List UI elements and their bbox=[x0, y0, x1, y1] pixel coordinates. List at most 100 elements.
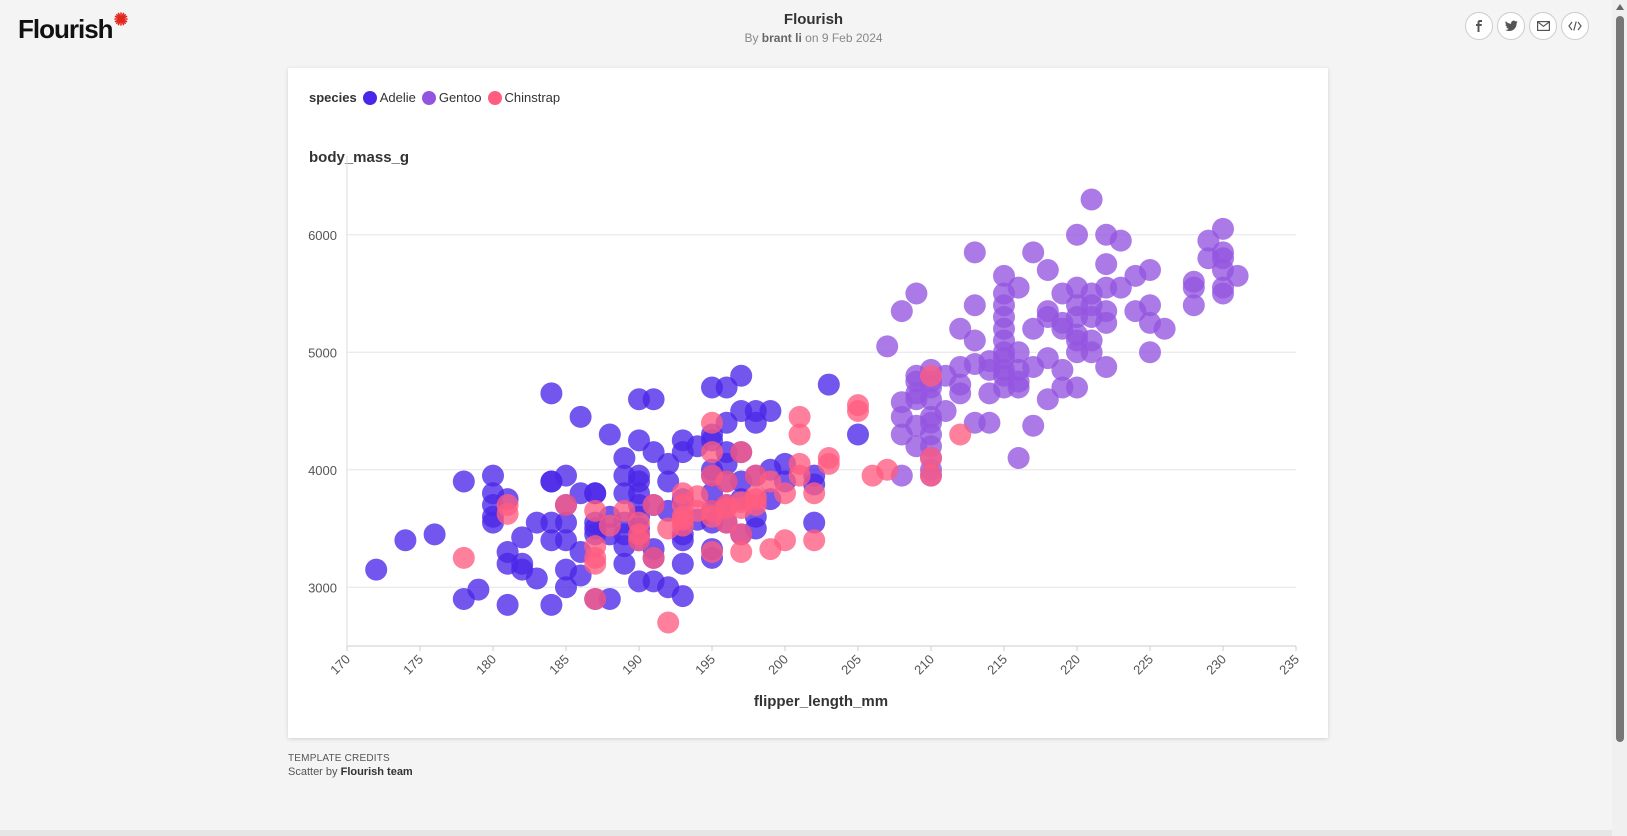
data-point[interactable] bbox=[1139, 341, 1161, 364]
data-point[interactable] bbox=[1036, 300, 1059, 323]
scroll-thumb[interactable] bbox=[1616, 16, 1624, 742]
data-point[interactable] bbox=[1095, 253, 1118, 276]
flourish-logo[interactable]: Flourish bbox=[18, 12, 128, 45]
data-point[interactable] bbox=[1080, 188, 1103, 211]
data-point[interactable] bbox=[774, 482, 796, 505]
data-point[interactable] bbox=[847, 423, 869, 446]
data-point[interactable] bbox=[452, 546, 475, 569]
email-share-button[interactable] bbox=[1529, 12, 1557, 40]
data-point[interactable] bbox=[642, 494, 665, 516]
data-point[interactable] bbox=[934, 400, 957, 422]
data-point[interactable] bbox=[1139, 294, 1161, 317]
data-point[interactable] bbox=[584, 482, 607, 505]
data-point[interactable] bbox=[1095, 311, 1118, 334]
data-point[interactable] bbox=[467, 578, 490, 601]
data-point[interactable] bbox=[803, 511, 826, 534]
data-point[interactable] bbox=[584, 552, 607, 575]
data-point[interactable] bbox=[555, 511, 577, 534]
data-point[interactable] bbox=[876, 458, 899, 481]
embed-button[interactable] bbox=[1561, 12, 1589, 40]
data-point[interactable] bbox=[642, 441, 665, 464]
legend-item-adelie[interactable]: Adelie bbox=[362, 90, 416, 105]
data-point[interactable] bbox=[657, 470, 680, 493]
data-point[interactable] bbox=[890, 300, 913, 323]
data-point[interactable] bbox=[963, 294, 986, 317]
data-point[interactable] bbox=[1139, 259, 1161, 281]
data-point[interactable] bbox=[1197, 229, 1220, 252]
legend-item-gentoo[interactable]: Gentoo bbox=[421, 90, 482, 105]
data-point[interactable] bbox=[715, 470, 738, 493]
data-point[interactable] bbox=[365, 558, 388, 581]
data-point[interactable] bbox=[555, 529, 577, 552]
data-point[interactable] bbox=[920, 464, 942, 487]
data-point[interactable] bbox=[598, 423, 621, 446]
data-point[interactable] bbox=[949, 382, 972, 405]
data-point[interactable] bbox=[788, 405, 811, 428]
data-point[interactable] bbox=[555, 494, 577, 516]
data-point[interactable] bbox=[1212, 217, 1234, 240]
data-point[interactable] bbox=[671, 585, 694, 608]
data-point[interactable] bbox=[920, 388, 942, 411]
data-point[interactable] bbox=[496, 502, 519, 525]
data-point[interactable] bbox=[978, 411, 1001, 434]
data-point[interactable] bbox=[949, 317, 972, 340]
data-point[interactable] bbox=[1226, 264, 1249, 287]
data-point[interactable] bbox=[1080, 341, 1103, 364]
data-point[interactable] bbox=[540, 593, 563, 616]
data-point[interactable] bbox=[1066, 376, 1088, 399]
data-point[interactable] bbox=[876, 335, 899, 358]
data-point[interactable] bbox=[730, 523, 753, 546]
data-point[interactable] bbox=[1182, 294, 1205, 317]
data-point[interactable] bbox=[1022, 241, 1045, 264]
data-point[interactable] bbox=[744, 488, 767, 511]
data-point[interactable] bbox=[788, 423, 811, 446]
data-point[interactable] bbox=[540, 382, 563, 405]
data-point[interactable] bbox=[701, 441, 723, 464]
data-point[interactable] bbox=[569, 405, 592, 428]
data-point[interactable] bbox=[803, 529, 826, 552]
data-point[interactable] bbox=[1182, 276, 1205, 299]
data-point[interactable] bbox=[701, 541, 723, 563]
data-point[interactable] bbox=[584, 588, 607, 610]
data-point[interactable] bbox=[803, 482, 826, 505]
author-link[interactable]: brant li bbox=[761, 31, 802, 45]
data-point[interactable] bbox=[628, 511, 650, 534]
data-point[interactable] bbox=[774, 529, 796, 552]
data-point[interactable] bbox=[555, 464, 577, 487]
data-point[interactable] bbox=[642, 388, 665, 411]
data-point[interactable] bbox=[963, 329, 986, 352]
data-point[interactable] bbox=[1109, 229, 1132, 252]
data-point[interactable] bbox=[715, 376, 738, 399]
data-point[interactable] bbox=[1109, 276, 1132, 299]
data-point[interactable] bbox=[1212, 282, 1234, 305]
data-point[interactable] bbox=[555, 576, 577, 599]
data-point[interactable] bbox=[613, 447, 636, 469]
data-point[interactable] bbox=[817, 452, 840, 475]
data-point[interactable] bbox=[671, 552, 694, 575]
data-point[interactable] bbox=[613, 499, 636, 522]
data-point[interactable] bbox=[993, 264, 1015, 287]
data-point[interactable] bbox=[1051, 358, 1074, 381]
data-point[interactable] bbox=[1153, 317, 1176, 340]
data-point[interactable] bbox=[1095, 355, 1118, 378]
data-point[interactable] bbox=[788, 464, 811, 487]
data-point[interactable] bbox=[628, 529, 650, 552]
data-point[interactable] bbox=[569, 564, 592, 587]
twitter-share-button[interactable] bbox=[1497, 12, 1525, 40]
scroll-up-arrow-icon[interactable] bbox=[1616, 4, 1624, 10]
data-point[interactable] bbox=[511, 526, 534, 549]
data-point[interactable] bbox=[905, 282, 928, 305]
data-point[interactable] bbox=[759, 470, 782, 493]
data-point[interactable] bbox=[759, 400, 782, 422]
data-point[interactable] bbox=[482, 464, 504, 487]
data-point[interactable] bbox=[1007, 447, 1030, 469]
data-point[interactable] bbox=[598, 514, 621, 537]
data-point[interactable] bbox=[642, 546, 665, 569]
data-point[interactable] bbox=[657, 452, 680, 475]
credits-author-link[interactable]: Flourish team bbox=[340, 766, 413, 778]
data-point[interactable] bbox=[920, 364, 942, 387]
data-point[interactable] bbox=[423, 523, 446, 546]
data-point[interactable] bbox=[584, 499, 607, 522]
data-point[interactable] bbox=[1022, 414, 1045, 437]
vertical-scrollbar[interactable] bbox=[1612, 0, 1627, 836]
